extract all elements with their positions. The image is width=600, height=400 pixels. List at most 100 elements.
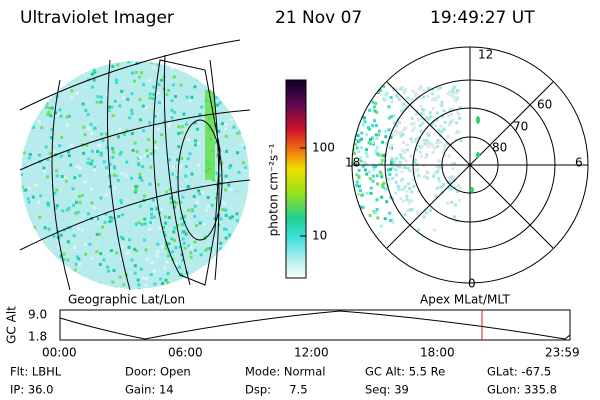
speckle bbox=[95, 232, 99, 236]
speckle bbox=[34, 183, 38, 187]
speckle bbox=[432, 146, 436, 150]
speckle bbox=[44, 68, 48, 72]
speckle bbox=[229, 90, 233, 94]
speckle bbox=[106, 269, 110, 273]
speckle bbox=[108, 185, 112, 189]
speckle bbox=[360, 131, 364, 135]
speckle bbox=[387, 128, 391, 132]
speckle bbox=[395, 94, 399, 98]
speckle bbox=[23, 69, 27, 73]
speckle bbox=[118, 72, 122, 76]
speckle bbox=[113, 186, 117, 190]
speckle bbox=[241, 219, 245, 223]
speckle bbox=[39, 194, 43, 198]
speckle bbox=[363, 168, 367, 172]
speckle bbox=[125, 160, 129, 164]
speckle bbox=[374, 149, 378, 153]
speckle bbox=[198, 192, 202, 196]
speckle bbox=[197, 215, 201, 219]
speckle bbox=[143, 232, 147, 236]
speckle bbox=[454, 99, 458, 103]
speckle bbox=[398, 121, 402, 125]
speckle bbox=[168, 187, 172, 191]
speckle bbox=[49, 157, 53, 161]
speckle bbox=[425, 153, 429, 157]
speckle bbox=[156, 183, 160, 187]
speckle bbox=[379, 224, 383, 228]
speckle bbox=[410, 207, 414, 211]
speckle bbox=[248, 84, 249, 88]
speckle bbox=[60, 175, 64, 179]
speckle bbox=[402, 187, 406, 191]
speckle bbox=[189, 178, 193, 182]
speckle bbox=[358, 100, 362, 104]
speckle bbox=[235, 246, 239, 250]
speckle bbox=[189, 245, 193, 249]
speckle bbox=[130, 131, 134, 135]
speckle bbox=[414, 140, 418, 144]
speckle bbox=[145, 257, 149, 261]
speckle bbox=[437, 167, 441, 171]
speckle bbox=[22, 279, 26, 283]
speckle bbox=[205, 287, 209, 289]
speckle bbox=[224, 122, 228, 126]
speckle bbox=[194, 139, 198, 143]
speckle bbox=[30, 119, 34, 123]
speckle bbox=[166, 281, 170, 285]
speckle bbox=[389, 115, 393, 119]
speckle bbox=[431, 151, 435, 155]
speckle bbox=[362, 95, 366, 99]
speckle bbox=[193, 248, 197, 252]
speckle bbox=[193, 121, 197, 125]
speckle bbox=[381, 183, 385, 187]
speckle bbox=[47, 136, 51, 140]
speckle bbox=[92, 61, 96, 64]
speckle bbox=[432, 228, 436, 232]
speckle bbox=[183, 246, 187, 250]
speckle bbox=[245, 106, 249, 110]
speckle bbox=[240, 265, 244, 269]
speckle bbox=[104, 212, 108, 216]
altitude-x-label: 18:00 bbox=[420, 346, 455, 360]
speckle bbox=[427, 117, 431, 121]
speckle bbox=[399, 155, 403, 159]
speckle bbox=[204, 264, 208, 268]
speckle bbox=[453, 96, 457, 100]
speckle bbox=[450, 162, 454, 166]
speckle bbox=[421, 118, 425, 122]
speckle bbox=[432, 172, 436, 176]
speckle bbox=[164, 221, 168, 225]
speckle bbox=[50, 127, 54, 131]
speckle bbox=[164, 190, 168, 194]
speckle bbox=[419, 129, 423, 133]
speckle bbox=[407, 201, 411, 205]
speckle bbox=[127, 61, 131, 64]
speckle bbox=[149, 273, 153, 277]
speckle bbox=[222, 92, 226, 96]
speckle bbox=[219, 92, 223, 96]
speckle bbox=[449, 187, 453, 191]
speckle bbox=[182, 112, 186, 116]
speckle bbox=[172, 230, 176, 234]
speckle bbox=[428, 86, 432, 90]
speckle bbox=[25, 273, 29, 277]
speckle bbox=[196, 163, 200, 167]
speckle bbox=[219, 217, 223, 221]
speckle bbox=[189, 251, 193, 255]
speckle bbox=[356, 134, 360, 138]
speckle bbox=[122, 283, 126, 287]
speckle bbox=[227, 103, 231, 107]
speckle bbox=[458, 116, 462, 120]
speckle bbox=[389, 132, 393, 136]
speckle bbox=[243, 145, 247, 149]
speckle bbox=[435, 164, 439, 168]
speckle bbox=[405, 105, 409, 109]
speckle bbox=[201, 190, 205, 194]
speckle bbox=[397, 98, 401, 102]
speckle bbox=[176, 223, 180, 227]
speckle bbox=[92, 78, 96, 82]
speckle bbox=[99, 280, 103, 284]
speckle bbox=[371, 141, 375, 145]
speckle bbox=[376, 152, 380, 156]
speckle bbox=[455, 121, 459, 125]
